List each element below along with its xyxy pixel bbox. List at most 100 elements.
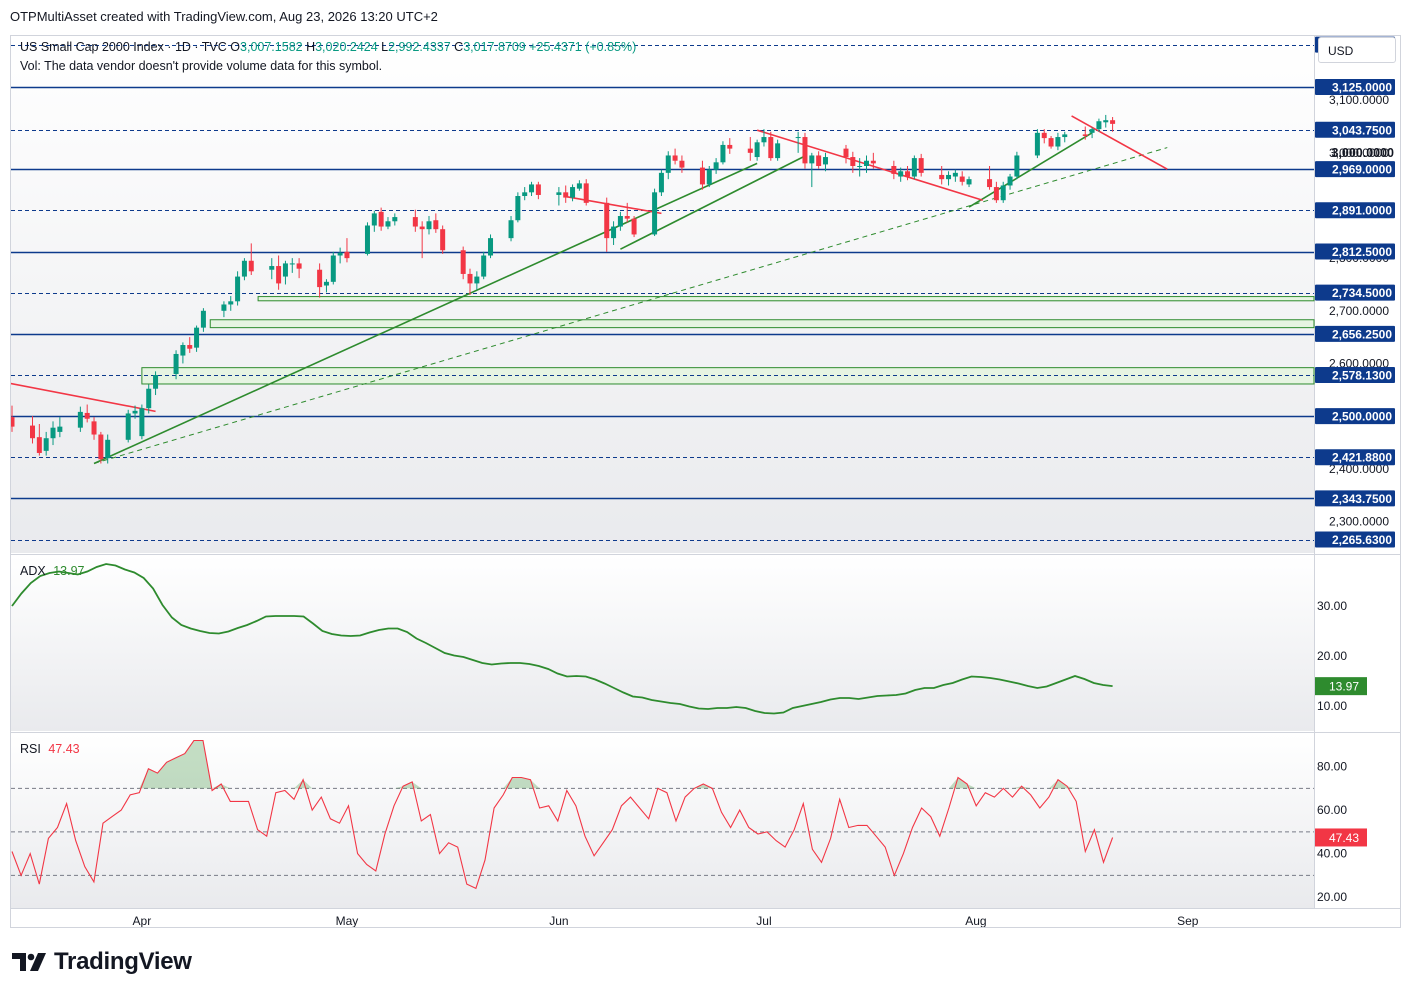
price-level-tag-label: 2,578.1300	[1332, 368, 1392, 382]
candle-body	[77, 411, 83, 428]
candle-body	[228, 301, 234, 305]
candle-body	[180, 345, 186, 356]
price-level-tag-label: 2,734.5000	[1332, 286, 1392, 300]
rsi-value: 47.43	[48, 742, 80, 756]
candle-body	[153, 375, 159, 389]
candle-body	[50, 427, 56, 439]
price-level-tag	[1315, 366, 1395, 383]
candle-body	[364, 225, 370, 254]
candle-body	[296, 263, 302, 269]
price-level-tag-label: 2,421.8800	[1332, 451, 1392, 465]
candle-body	[317, 269, 323, 288]
rsi-tick-label: 20.00	[1317, 890, 1347, 904]
price-level-tag-label: 2,891.0000	[1332, 204, 1392, 218]
adx-title: ADX	[20, 564, 46, 578]
low-value: 2,992.4337	[388, 40, 451, 54]
candle-body	[105, 439, 111, 459]
price-level-tag	[1315, 490, 1395, 507]
uptrend-line	[620, 155, 806, 250]
candle-body	[269, 266, 275, 270]
rsi-value-tag	[1315, 828, 1367, 847]
downtrend-line	[756, 129, 983, 201]
price-level-tag-label: 3,043.7500	[1332, 123, 1392, 137]
candle-body	[248, 260, 254, 272]
time-tick-label: May	[336, 914, 359, 927]
adx-line	[11, 563, 1113, 715]
candle-body	[706, 169, 712, 185]
candle-body	[1041, 132, 1047, 139]
price-tick-label: 3,100.0000	[1329, 93, 1389, 107]
volume-note: Vol: The data vendor doesn't provide vol…	[20, 59, 383, 73]
candle-body	[679, 160, 685, 168]
rsi-tick-label: 40.00	[1317, 847, 1347, 861]
candle-body	[1062, 134, 1068, 138]
candle-body	[132, 410, 138, 414]
price-level-tag	[1315, 284, 1395, 301]
candle-body	[754, 142, 760, 158]
candle-body	[433, 220, 439, 230]
candle-body	[727, 144, 733, 149]
price-level-tag	[1315, 202, 1395, 219]
candle-body	[508, 220, 514, 239]
tradingview-logo[interactable]: TradingView	[12, 948, 192, 976]
change-value: +25.4371 (+0.85%)	[529, 40, 637, 54]
high-label: H	[306, 40, 316, 54]
close-value: 3,017.8709	[463, 40, 526, 54]
candle-body	[802, 137, 808, 164]
candle-body	[939, 174, 945, 180]
candle-body	[235, 276, 241, 302]
candle-body	[918, 158, 924, 173]
candle-body	[1082, 134, 1088, 136]
candle-body	[276, 266, 282, 284]
candle-body	[330, 255, 336, 282]
price-level-tag	[1315, 243, 1395, 260]
candle-body	[1014, 155, 1020, 177]
candle-body	[200, 310, 206, 328]
uptrend-line	[93, 162, 758, 465]
price-level-tag-label: 3,125.0000	[1332, 81, 1392, 95]
candle-body	[241, 260, 247, 277]
candle-body	[768, 137, 774, 159]
time-tick-label: Sep	[1177, 914, 1199, 927]
candle-body	[1000, 185, 1006, 201]
price-tick-label: 3,000.0000	[1329, 146, 1389, 160]
symbol-title: US Small Cap 2000 Index · 1D · TVC	[20, 40, 227, 54]
currency-selector[interactable]: USD	[1318, 37, 1396, 63]
candle-body	[604, 202, 610, 239]
close-label: C	[454, 40, 464, 54]
candle-body	[857, 166, 863, 167]
candle-body	[658, 172, 664, 193]
candle-body	[11, 417, 15, 427]
candle-body	[795, 137, 801, 139]
price-level-tag	[1315, 121, 1395, 138]
price-tick-label: 2,600.0000	[1329, 356, 1389, 370]
tradingview-logo-icon	[12, 953, 46, 971]
rsi-tick-label: 60.00	[1317, 803, 1347, 817]
candle-body	[385, 221, 391, 227]
candle-body	[816, 155, 822, 166]
uptrend-line	[968, 132, 1093, 208]
candle-body	[570, 187, 576, 198]
candle-body	[91, 421, 97, 435]
candle-body	[747, 148, 753, 153]
candle-body	[1103, 120, 1109, 123]
price-level-tag	[1315, 531, 1395, 548]
candle-body	[460, 250, 466, 274]
candle-body	[440, 229, 446, 251]
chart-canvas[interactable]: 2,300.0000 2,400.0000 2,600.0000 2,700.0000…	[11, 36, 1400, 927]
price-level-tag-label: 2,500.0000	[1332, 410, 1392, 424]
rsi-line	[11, 739, 1114, 890]
downtrend-line	[11, 382, 156, 413]
candle-body	[891, 166, 897, 174]
candle-body	[125, 413, 131, 440]
price-level-tag	[1315, 325, 1395, 342]
price-level-label: 3,000.0000	[1331, 146, 1394, 160]
candle-body	[289, 263, 295, 265]
candle-body	[43, 438, 49, 451]
candle-body	[822, 157, 828, 165]
candle-body	[583, 183, 589, 203]
price-level-tag	[1315, 79, 1395, 96]
price-level-tag-label: 2,969.0000	[1332, 163, 1392, 177]
candle-body	[84, 412, 90, 419]
candle-body	[672, 155, 678, 161]
